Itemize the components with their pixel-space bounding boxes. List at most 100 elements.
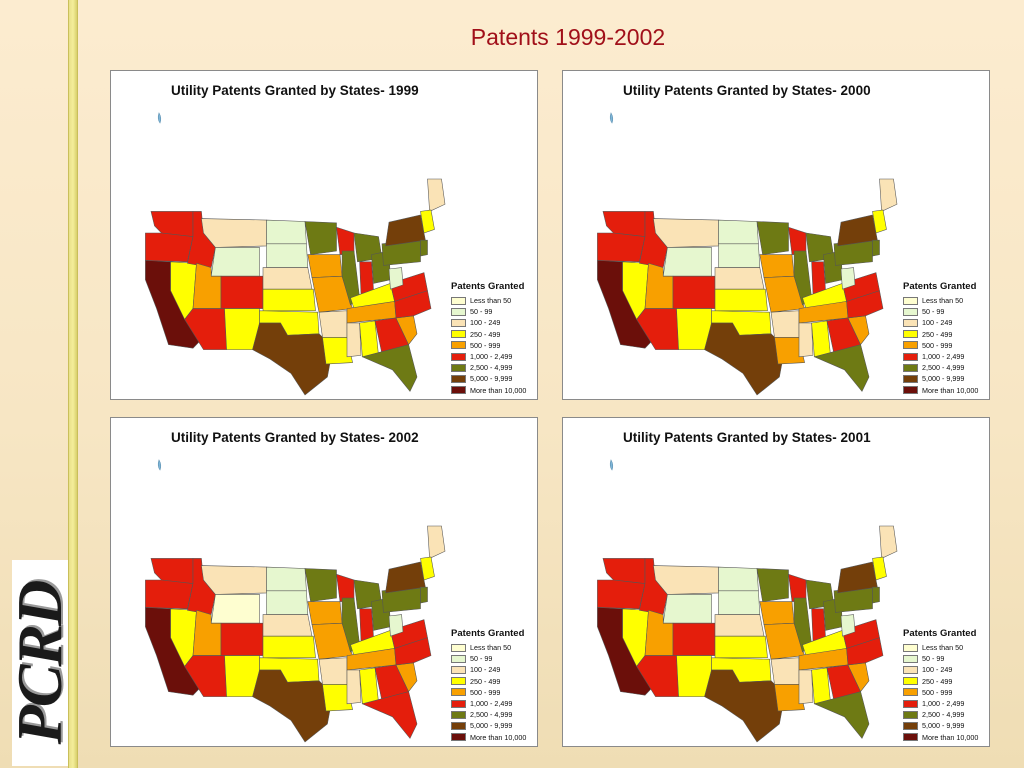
state-tx — [704, 669, 786, 743]
legend-item: 100 - 249 — [451, 664, 537, 675]
legend-label: 50 - 99 — [470, 654, 493, 664]
state-new-england-states — [420, 556, 435, 581]
state-wi — [336, 226, 355, 255]
state-co — [672, 622, 716, 656]
state-ar — [770, 310, 800, 338]
state-mt — [653, 218, 719, 248]
legend-swatch — [903, 352, 918, 361]
state-co — [672, 275, 716, 309]
state-new-england-states — [420, 209, 435, 234]
legend-label: 250 - 499 — [922, 676, 953, 686]
state-ny — [385, 561, 426, 594]
legend-swatch — [451, 330, 466, 339]
legend-item: More than 10,000 — [451, 732, 537, 743]
legend-item: 100 - 249 — [451, 317, 537, 328]
legend-swatch — [451, 733, 466, 742]
legend-label: 50 - 99 — [922, 307, 945, 317]
state-fl — [813, 691, 870, 739]
legend-label: 100 - 249 — [922, 318, 953, 328]
legend-swatch — [903, 374, 918, 383]
legend-swatch — [451, 643, 466, 652]
state-va — [390, 619, 428, 649]
legend-swatch — [903, 363, 918, 372]
map-title: Utility Patents Granted by States- 2001 — [623, 430, 871, 445]
state-nj — [872, 586, 880, 604]
state-tx — [704, 322, 786, 396]
legend-swatch — [451, 352, 466, 361]
state-ms — [346, 322, 362, 358]
legend-item: 1,000 - 2,499 — [903, 698, 989, 709]
legend-label: 100 - 249 — [470, 665, 501, 675]
state-la — [322, 337, 353, 365]
state-ne — [714, 267, 765, 290]
legend-swatch — [903, 665, 918, 674]
state-wy — [210, 594, 260, 624]
state-or — [145, 579, 194, 610]
legend-label: 2,500 - 4,999 — [922, 363, 965, 373]
map-panel-1999: Utility Patents Granted by States- 1999 … — [110, 70, 538, 400]
state-nj — [872, 239, 880, 257]
state-az — [184, 655, 227, 697]
legend-label: 50 - 99 — [922, 654, 945, 664]
state-in — [811, 608, 826, 642]
state-fl — [361, 344, 418, 392]
state-ia — [759, 601, 795, 625]
state-wv — [388, 614, 404, 637]
map-title: Utility Patents Granted by States- 2000 — [623, 83, 871, 98]
legend-item: More than 10,000 — [451, 385, 537, 396]
state-mn — [304, 568, 337, 602]
state-id — [639, 211, 668, 268]
state-sd — [718, 243, 761, 268]
legend-item: Less than 50 — [451, 642, 537, 653]
legend-swatch — [451, 318, 466, 327]
state-sd — [718, 590, 761, 615]
legend-swatch — [903, 386, 918, 395]
state-wy — [210, 247, 260, 277]
state-az — [636, 308, 679, 350]
legend-swatch — [451, 296, 466, 305]
state-ks — [714, 288, 768, 312]
legend-label: 5,000 - 9,999 — [470, 374, 513, 384]
state-tx — [252, 669, 334, 743]
legend-item: 2,500 - 4,999 — [903, 362, 989, 373]
state-in — [359, 261, 374, 295]
state-ny — [385, 214, 426, 247]
legend-swatch — [451, 307, 466, 316]
state-nj — [420, 586, 428, 604]
map-title: Utility Patents Granted by States- 1999 — [171, 83, 419, 98]
state-nj — [420, 239, 428, 257]
map-title: Utility Patents Granted by States- 2002 — [171, 430, 419, 445]
alaska-marker — [609, 112, 614, 124]
legend-label: Less than 50 — [470, 296, 512, 306]
state-wv — [388, 267, 404, 290]
state-wi — [788, 573, 807, 602]
state-sd — [266, 243, 309, 268]
legend-title: Patents Granted — [903, 281, 977, 292]
state-sd — [266, 590, 309, 615]
legend-swatch — [451, 374, 466, 383]
legend-label: 250 - 499 — [470, 329, 501, 339]
legend-swatch — [451, 721, 466, 730]
legend-item: 100 - 249 — [903, 317, 989, 328]
state-mt — [201, 565, 267, 595]
state-az — [636, 655, 679, 697]
state-va — [842, 272, 880, 302]
legend-item: 1,000 - 2,499 — [903, 351, 989, 362]
state-wv — [840, 614, 856, 637]
legend-swatch — [903, 677, 918, 686]
state-id — [639, 558, 668, 615]
legend-label: 100 - 249 — [470, 318, 501, 328]
state-ny — [837, 561, 878, 594]
legend-label: 250 - 499 — [922, 329, 953, 339]
legend-label: 250 - 499 — [470, 676, 501, 686]
legend-item: 500 - 999 — [451, 687, 537, 698]
alaska-marker — [609, 459, 614, 471]
state-in — [359, 608, 374, 642]
legend-item: 1,000 - 2,499 — [451, 698, 537, 709]
state-new-england-states — [872, 556, 887, 581]
legend: Patents Granted Less than 50 50 - 99 100 - … — [451, 281, 537, 396]
state-mn — [304, 221, 337, 255]
state-mn — [756, 568, 789, 602]
legend-item: 2,500 - 4,999 — [451, 362, 537, 373]
legend-label: 500 - 999 — [922, 687, 953, 697]
